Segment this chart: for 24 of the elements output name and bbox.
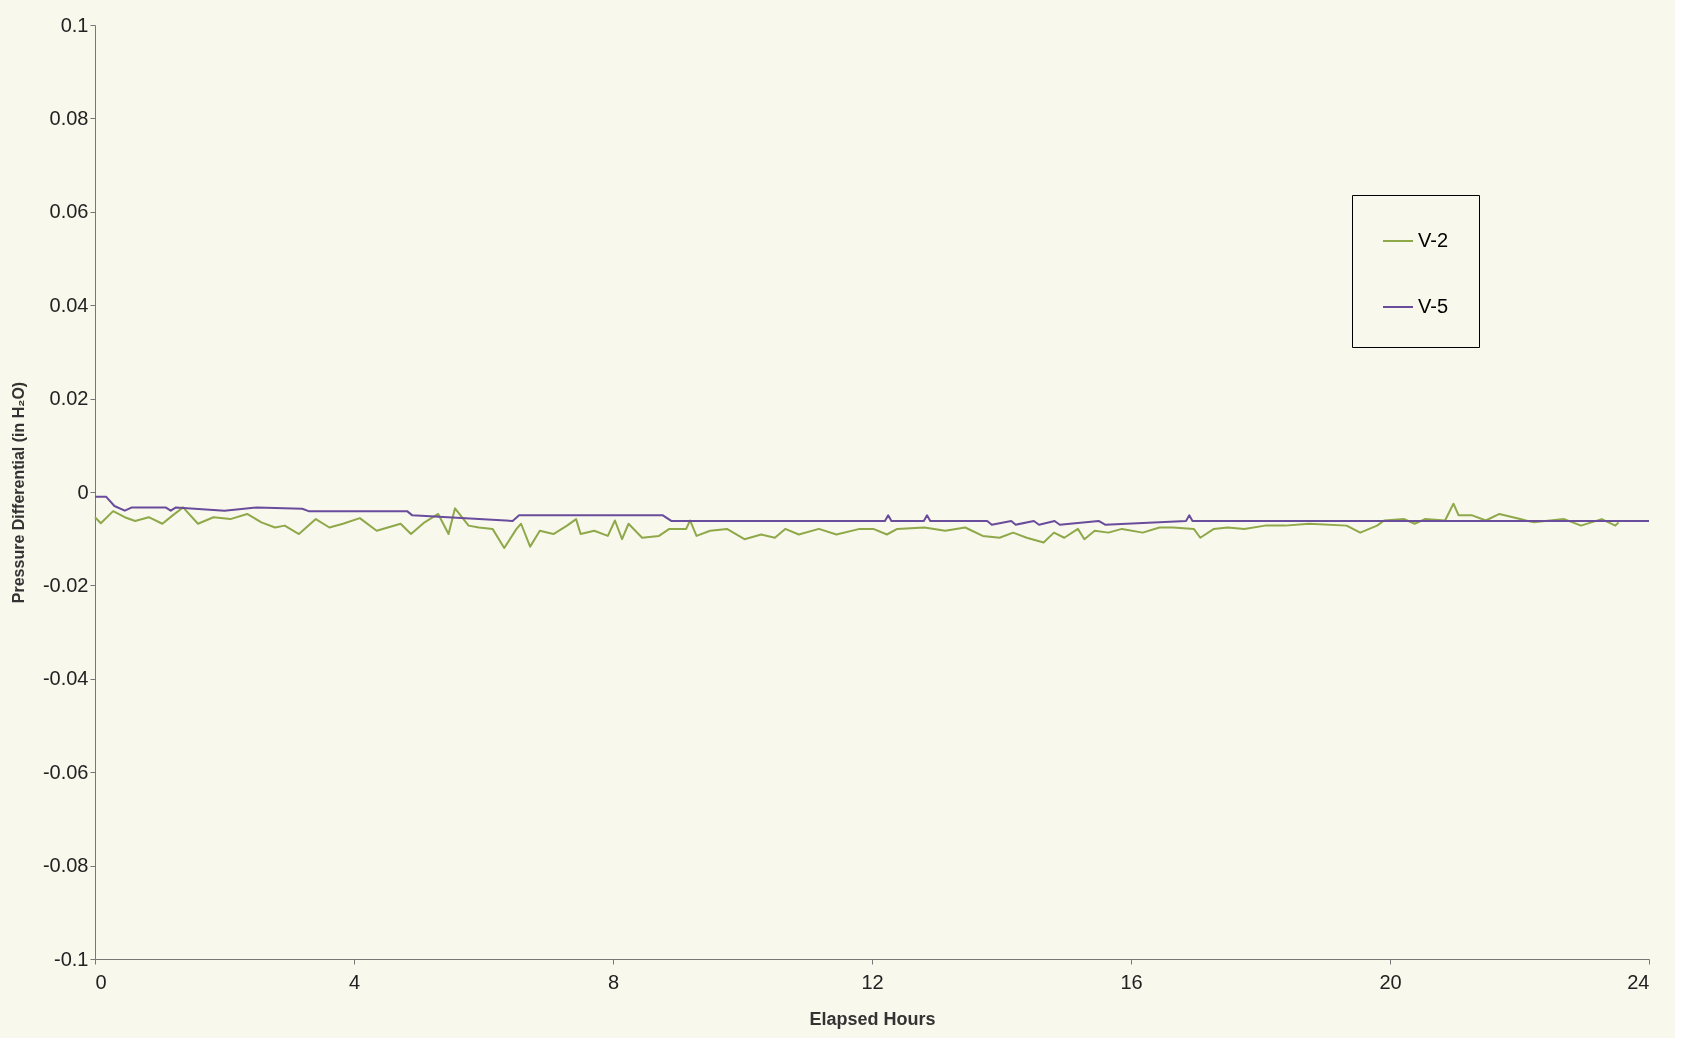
y-tick-label: 0.08 [49, 106, 89, 129]
y-tick-label: -0.06 [42, 760, 89, 783]
legend-label: V-5 [1418, 295, 1449, 317]
line-series [94, 495, 1650, 526]
line-series [94, 502, 1620, 550]
legend-label: V-2 [1418, 229, 1449, 251]
x-tick-label: 24 [1627, 970, 1650, 993]
x-tick-label: 0 [95, 970, 107, 993]
x-axis-title: Elapsed Hours [809, 1008, 936, 1029]
y-tick-label: 0.04 [49, 293, 89, 316]
x-tick-label: 4 [348, 970, 361, 993]
y-tick-label: -0.1 [54, 947, 89, 970]
y-tick-label: 0.02 [49, 387, 89, 410]
x-tick-label: 20 [1379, 970, 1402, 993]
y-axis-title: Pressure Differential (in H₂O) [9, 381, 27, 604]
y-tick-label: 0 [77, 480, 89, 503]
y-tick-label: -0.04 [42, 667, 89, 690]
y-tick-label: 0.06 [49, 200, 89, 223]
y-tick-label: 0.1 [60, 13, 89, 36]
x-tick-label: 8 [607, 970, 620, 993]
x-tick-label: 16 [1120, 970, 1143, 993]
x-tick-label: 12 [861, 970, 884, 993]
y-tick-label: -0.02 [42, 573, 89, 596]
y-tick-label: -0.08 [42, 854, 89, 877]
